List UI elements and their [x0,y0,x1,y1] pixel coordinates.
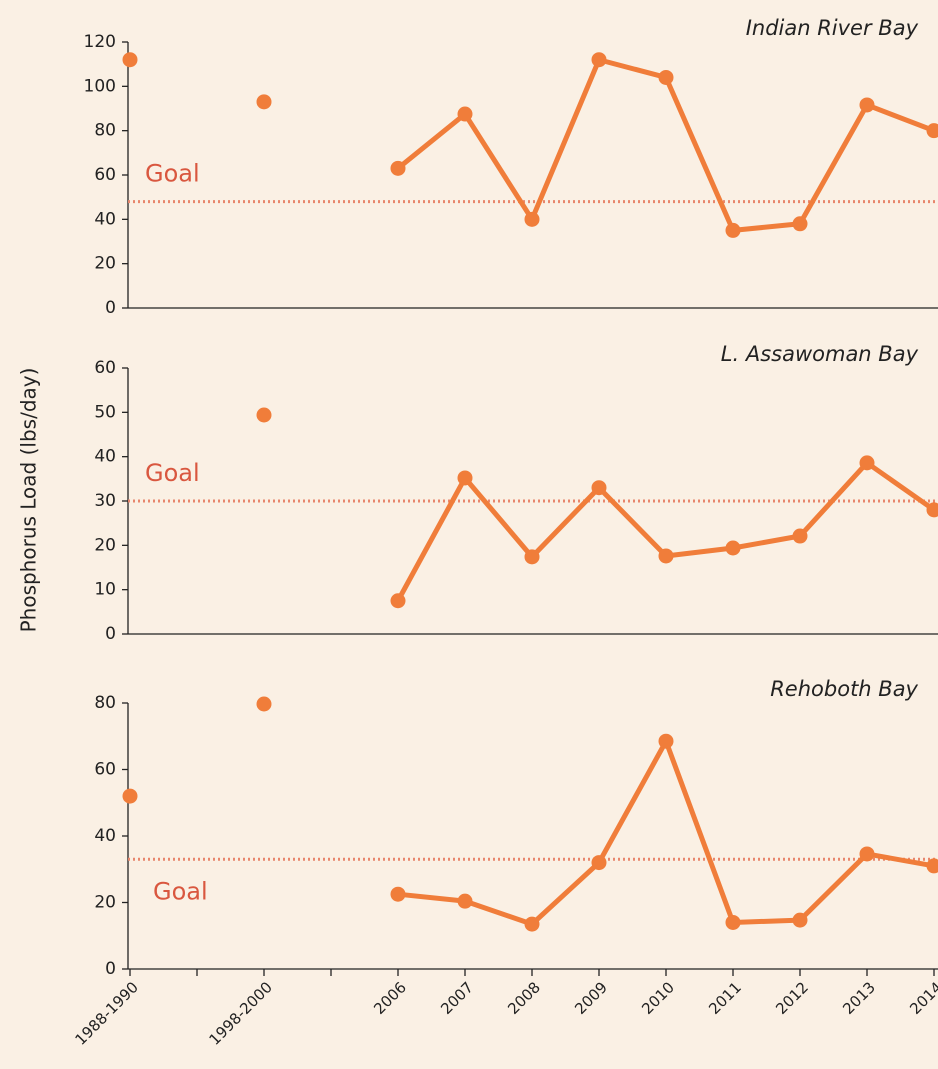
y-tick-label: 60 [94,358,116,378]
goal-label: Goal [153,877,208,905]
data-point [792,528,808,544]
data-point [926,123,938,139]
data-point [926,858,938,874]
y-tick-label: 40 [94,209,116,229]
y-tick-label: 20 [94,254,116,274]
y-tick-label: 80 [94,121,116,141]
y-tick-label: 60 [94,165,116,185]
data-point [926,502,938,518]
y-tick-label: 80 [94,693,116,713]
data-point [524,916,540,932]
y-tick-label: 40 [94,447,116,467]
data-point [390,593,406,609]
data-point [725,222,741,238]
y-tick-label: 10 [94,580,116,600]
data-point [524,211,540,227]
data-point [122,788,138,804]
y-tick-label: 20 [94,893,116,913]
y-tick-label: 100 [84,76,116,96]
y-tick-label: 30 [94,491,116,511]
y-tick-label: 0 [105,624,116,644]
panel-title: Indian River Bay [746,16,919,40]
y-tick-label: 40 [94,826,116,846]
panel-title: Rehoboth Bay [770,677,918,701]
data-point [859,97,875,113]
data-point [457,470,473,486]
data-point [658,69,674,85]
data-point [792,216,808,232]
data-point [457,893,473,909]
data-point [859,846,875,862]
data-point [122,52,138,68]
data-point [658,733,674,749]
data-point [591,480,607,496]
goal-label: Goal [145,459,200,487]
y-tick-label: 50 [94,402,116,422]
data-point [390,160,406,176]
data-point [725,914,741,930]
data-point [256,407,272,423]
data-point [457,106,473,122]
y-tick-label: 0 [105,298,116,318]
data-point [256,696,272,712]
data-point [390,886,406,902]
data-point [591,52,607,68]
y-tick-label: 60 [94,760,116,780]
data-point [591,855,607,871]
data-point [524,549,540,565]
data-point [792,912,808,928]
y-tick-label: 0 [105,959,116,979]
data-point [256,94,272,110]
data-point [725,540,741,556]
y-tick-label: 20 [94,535,116,555]
goal-label: Goal [145,160,200,188]
data-point [658,548,674,564]
data-point [859,455,875,471]
y-axis-label: Phosphorus Load (lbs/day) [17,368,41,633]
panel-title: L. Assawoman Bay [721,342,919,366]
y-tick-label: 120 [84,32,116,52]
